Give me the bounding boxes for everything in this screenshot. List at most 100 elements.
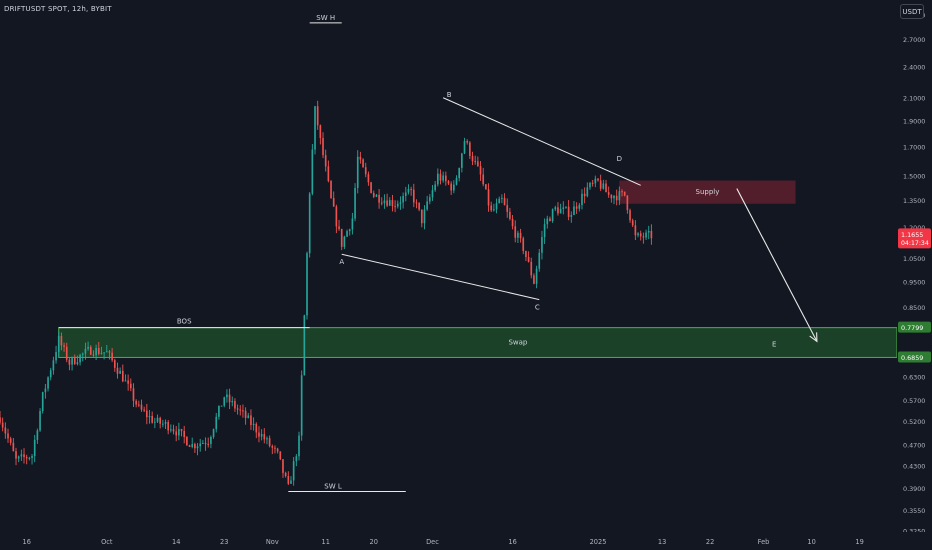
- supply-zone: [619, 180, 796, 204]
- candle-body-211: [562, 207, 565, 209]
- candle-body-238: [634, 225, 637, 236]
- candle-body-171: [455, 178, 458, 185]
- candle-body-188: [501, 197, 503, 199]
- candle-body-123: [327, 166, 330, 182]
- candle-body-31: [81, 353, 84, 355]
- upper-trendline: [442, 97, 641, 186]
- x-tick-label-13: 10: [807, 538, 815, 546]
- candle-body-136: [362, 159, 364, 168]
- x-tick-label-9: 2025: [590, 538, 607, 546]
- candle-body-32: [84, 348, 87, 354]
- candle-body-149: [396, 203, 399, 207]
- candle-body-118: [314, 106, 316, 150]
- candle-body-176: [469, 142, 471, 156]
- candle-body-76: [202, 442, 204, 444]
- candle-body-173: [461, 153, 463, 168]
- candle-body-234: [623, 191, 626, 196]
- candle-body-33: [87, 346, 89, 349]
- candle-body-230: [613, 195, 615, 199]
- candle-body-92: [244, 410, 247, 418]
- candle-body-233: [621, 191, 623, 193]
- candle-body-72: [191, 444, 194, 447]
- swap-top-price-badge-bg: [898, 321, 931, 333]
- lower-trendline: [341, 253, 540, 301]
- candle-body-124: [330, 181, 332, 199]
- candle-body-201: [535, 268, 538, 284]
- candle-body-182: [485, 184, 487, 190]
- y-tick-label-4: 1.9000: [903, 117, 925, 125]
- x-tick-label-14: 19: [855, 538, 863, 546]
- candle-body-209: [557, 207, 559, 214]
- candle-body-53: [140, 404, 143, 410]
- candle-body-157: [418, 202, 420, 210]
- candle-body-111: [295, 456, 298, 462]
- candle-body-141: [375, 194, 378, 197]
- candle-body-61: [162, 423, 164, 425]
- candle-body-80: [212, 429, 215, 437]
- candle-body-102: [271, 446, 274, 448]
- candle-body-36: [95, 348, 97, 356]
- x-tick-label-8: 16: [508, 538, 516, 546]
- currency-button[interactable]: USDT: [900, 4, 924, 19]
- candle-body-223: [594, 178, 597, 184]
- candle-body-137: [364, 167, 367, 175]
- candle-body-153: [407, 188, 410, 193]
- candle-body-196: [522, 238, 525, 251]
- candle-body-54: [143, 409, 145, 411]
- candle-body-226: [602, 183, 605, 189]
- candle-body-98: [260, 434, 263, 437]
- candle-body-42: [111, 352, 113, 361]
- candle-body-204: [543, 224, 546, 238]
- candle-body-69: [183, 430, 186, 438]
- candle-body-63: [167, 422, 170, 431]
- candle-body-206: [549, 218, 551, 222]
- candle-body-58: [154, 421, 156, 423]
- candle-body-48: [127, 380, 129, 384]
- candle-body-215: [573, 206, 575, 215]
- swap-top-price-badge: 0.7799: [901, 324, 923, 332]
- candle-body-24: [63, 345, 65, 347]
- candle-body-91: [242, 410, 244, 412]
- candle-body-70: [186, 437, 188, 446]
- candle-body-119: [316, 106, 319, 126]
- candle-body-145: [386, 200, 388, 206]
- y-tick-label-3: 2.1000: [903, 94, 925, 102]
- candle-body-15: [39, 410, 41, 431]
- candle-body-160: [426, 201, 428, 210]
- point-c-label: C: [535, 304, 540, 312]
- candle-body-185: [493, 209, 495, 211]
- candle-body-43: [113, 360, 116, 368]
- candle-body-90: [239, 409, 242, 411]
- candle-body-82: [218, 405, 220, 417]
- candle-body-52: [137, 404, 140, 406]
- candle-body-112: [298, 435, 300, 457]
- swap-label: Swap: [508, 339, 527, 347]
- candle-body-37: [97, 348, 100, 354]
- y-tick-label-16: 0.5200: [903, 418, 925, 426]
- candle-body-227: [605, 183, 607, 193]
- x-tick-label-11: 22: [706, 538, 714, 546]
- y-tick-label-17: 0.4700: [903, 442, 925, 450]
- candle-body-172: [458, 167, 461, 179]
- candle-body-168: [447, 181, 450, 184]
- candle-body-97: [258, 432, 260, 437]
- candle-body-89: [236, 408, 239, 410]
- candle-body-41: [108, 351, 111, 353]
- projection-arrow: [736, 188, 818, 342]
- candle-body-94: [250, 415, 252, 426]
- candle-body-235: [626, 195, 629, 211]
- candle-body-38: [100, 352, 103, 354]
- candle-body-240: [639, 233, 642, 237]
- candle-body-132: [351, 218, 354, 230]
- swap-zone: [58, 327, 898, 358]
- candle-body-220: [586, 187, 589, 197]
- candle-body-221: [589, 182, 591, 188]
- candle-body-158: [420, 209, 423, 224]
- candle-body-170: [453, 184, 455, 191]
- candle-body-190: [506, 205, 509, 212]
- y-tick-label-10: 0.9500: [903, 278, 925, 286]
- candle-body-113: [300, 375, 303, 436]
- candle-body-96: [255, 423, 258, 433]
